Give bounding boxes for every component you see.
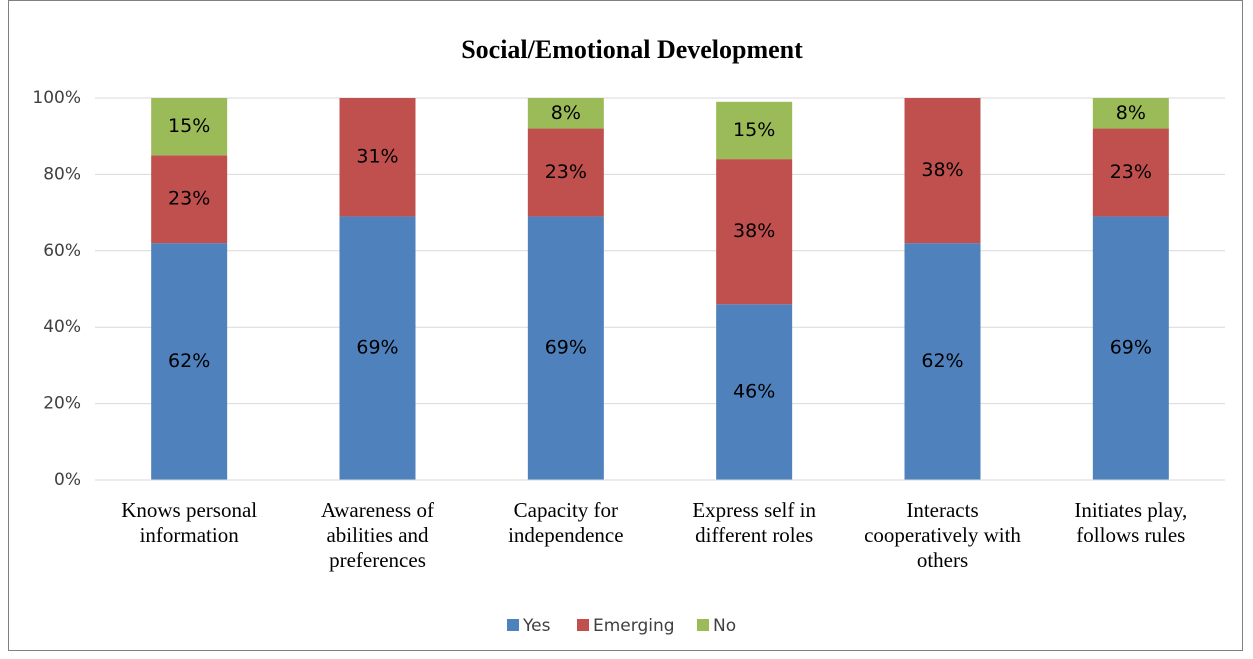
bar-segment <box>904 243 981 480</box>
data-label: 38% <box>733 220 775 242</box>
x-tick-label: Knows personal information <box>121 498 258 547</box>
bar-segment <box>527 216 604 481</box>
bar-segment <box>339 216 416 481</box>
bar-segment <box>339 98 416 217</box>
data-label: 62% <box>168 350 210 372</box>
bar-segment <box>151 243 228 480</box>
data-label: 15% <box>733 119 775 141</box>
data-label: 38% <box>921 159 963 181</box>
data-label: 15% <box>168 115 210 137</box>
data-label: 69% <box>545 337 587 359</box>
bar-segment <box>716 101 793 160</box>
bar-segment <box>527 98 604 129</box>
y-tick-label: 0% <box>54 470 81 490</box>
bar-segment <box>1092 216 1169 481</box>
legend-swatch <box>507 619 519 631</box>
bar-segment <box>151 98 228 156</box>
x-tick-label: Initiates play, follows rules <box>1074 498 1188 547</box>
bar-segment <box>716 304 793 480</box>
y-tick-label: 20% <box>43 394 81 414</box>
data-label: 23% <box>168 188 210 210</box>
data-label: 8% <box>1116 102 1146 124</box>
bar-segment <box>716 159 793 305</box>
x-tick-label: Express self in different roles <box>692 498 816 547</box>
data-label: 31% <box>356 146 398 168</box>
bar-segment <box>527 128 604 217</box>
data-label: 62% <box>921 350 963 372</box>
legend-swatch <box>577 619 589 631</box>
legend-swatch <box>697 619 709 631</box>
data-label: 69% <box>356 337 398 359</box>
bar-segment <box>1092 128 1169 217</box>
y-tick-label: 100% <box>32 88 81 108</box>
legend-label: Yes <box>522 616 551 636</box>
chart-title: Social/Emotional Development <box>461 35 803 64</box>
data-label: 8% <box>551 102 581 124</box>
y-tick-label: 80% <box>43 164 81 184</box>
data-label: 23% <box>1110 161 1152 183</box>
legend-label: No <box>713 616 736 636</box>
data-label: 46% <box>733 381 775 403</box>
bar-segment <box>1092 98 1169 129</box>
y-tick-label: 60% <box>43 241 81 261</box>
data-label: 69% <box>1110 337 1152 359</box>
x-tick-label: Capacity for independence <box>508 498 624 547</box>
legend-label: Emerging <box>593 616 675 636</box>
y-tick-label: 40% <box>43 317 81 337</box>
data-label: 23% <box>545 161 587 183</box>
bar-segment <box>151 155 228 244</box>
bar-segment <box>904 98 981 244</box>
x-tick-label: Interacts cooperatively with others <box>864 498 1021 572</box>
x-tick-label: Awareness of abilities and preferences <box>321 498 434 572</box>
